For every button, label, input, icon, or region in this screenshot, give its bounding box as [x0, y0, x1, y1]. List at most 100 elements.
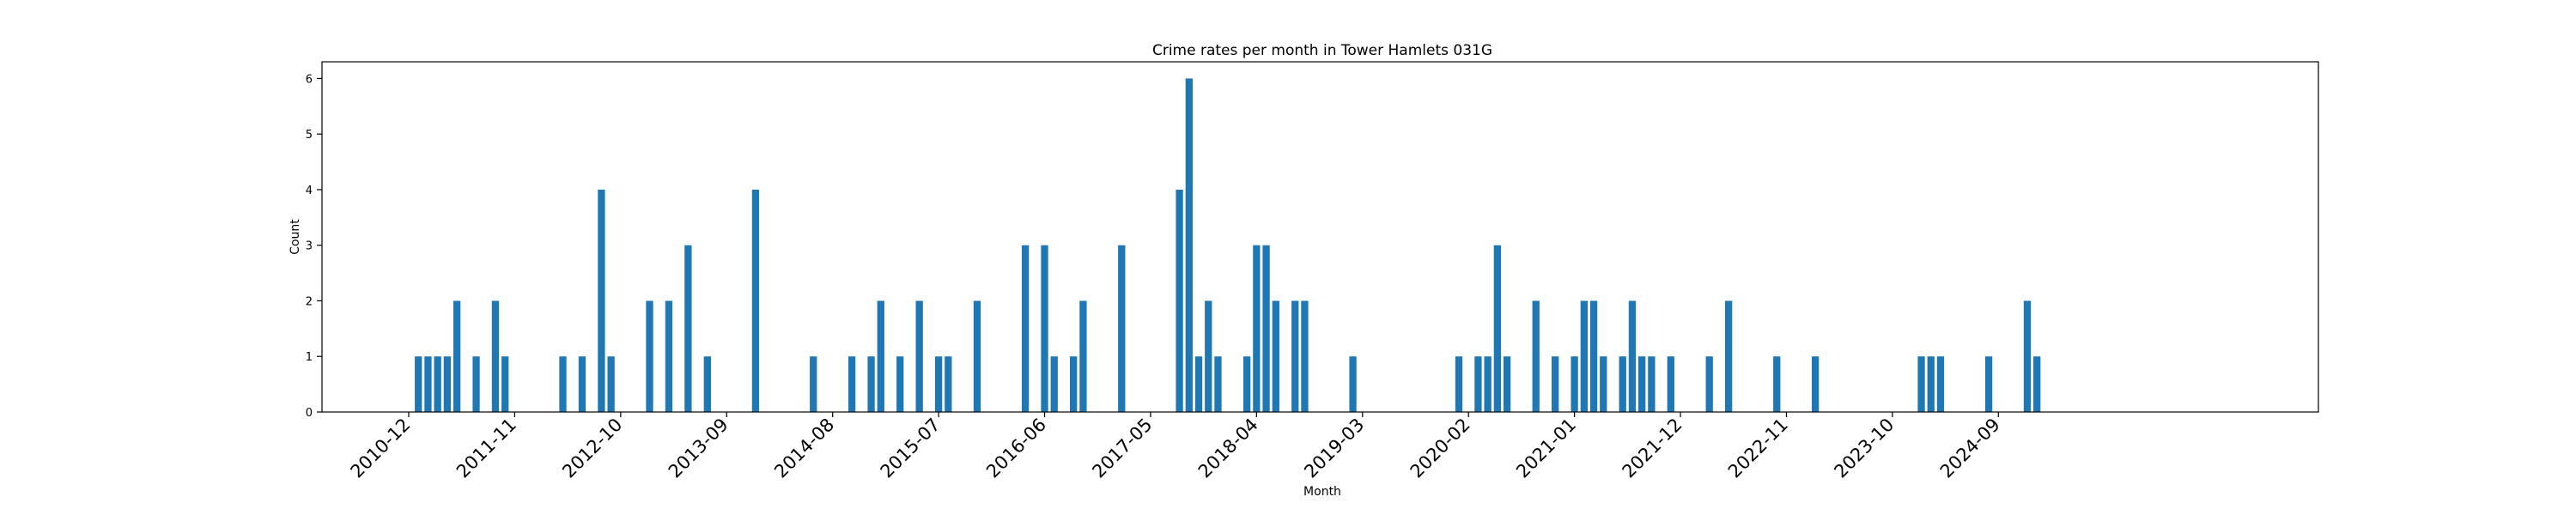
- y-tick-label: 4: [306, 185, 313, 197]
- bar: [1205, 300, 1212, 412]
- bar: [491, 300, 500, 412]
- bar: [1272, 300, 1279, 412]
- bar: [1648, 356, 1656, 412]
- bar: [607, 356, 615, 412]
- bar: [1021, 245, 1030, 412]
- x-tick-label: 2012-10: [558, 415, 626, 482]
- bar: [1580, 300, 1588, 412]
- bar: [1176, 189, 1183, 412]
- bar: [1041, 245, 1048, 412]
- bar: [578, 356, 586, 412]
- y-tick-label: 5: [306, 129, 313, 142]
- y-axis-label: Count: [289, 219, 302, 255]
- x-axis: 2010-12 2011-11 2012-10 2013-09 2014-08 2015-…: [347, 412, 2004, 482]
- x-tick-label: 2011-11: [453, 415, 520, 482]
- x-tick-label: 2017-05: [1088, 415, 1156, 482]
- bar: [1503, 356, 1511, 412]
- bar: [1628, 300, 1637, 412]
- bar: [1773, 356, 1781, 412]
- bar: [877, 300, 884, 412]
- bar: [1242, 356, 1251, 412]
- bar: [1185, 78, 1193, 413]
- bar: [1118, 245, 1126, 412]
- bars-group: [415, 78, 2041, 413]
- y-tick-label: 1: [306, 351, 313, 364]
- bar: [1493, 245, 1502, 412]
- bar: [1811, 356, 1820, 412]
- bar: [1589, 300, 1598, 412]
- bar: [1638, 356, 1646, 412]
- bar: [1936, 356, 1945, 412]
- bar: [751, 189, 760, 412]
- bar: [598, 189, 605, 412]
- bar: [1532, 300, 1540, 412]
- bar: [1301, 300, 1309, 412]
- bar: [501, 356, 509, 412]
- plot-frame: [321, 61, 2319, 413]
- bar: [2033, 356, 2041, 412]
- bar: [472, 356, 480, 412]
- bar: [1474, 356, 1482, 412]
- y-tick-label: 0: [306, 407, 313, 420]
- bar: [1667, 356, 1674, 412]
- x-tick-label: 2024-09: [1936, 415, 2004, 482]
- y-tick-label: 6: [306, 73, 313, 86]
- x-tick-label: 2021-12: [1619, 415, 1686, 482]
- bar: [665, 300, 673, 412]
- bar: [434, 356, 441, 412]
- bar: [915, 300, 923, 412]
- bar: [810, 356, 817, 412]
- x-tick-label: 2015-07: [877, 415, 945, 482]
- bar: [1705, 356, 1713, 412]
- y-tick-label: 3: [306, 240, 313, 253]
- bar: [848, 356, 856, 412]
- bar: [1194, 356, 1203, 412]
- bar: [1291, 300, 1299, 412]
- x-tick-label: 2016-06: [982, 415, 1050, 482]
- bar: [1552, 356, 1559, 412]
- bar: [2023, 300, 2032, 412]
- y-axis: 0 1 2 3 4 5 6: [306, 73, 322, 420]
- bar: [703, 356, 711, 412]
- bar: [1079, 300, 1087, 412]
- x-tick-label: 2021-01: [1512, 415, 1580, 482]
- x-tick-label: 2019-03: [1300, 415, 1368, 482]
- bar: [1917, 356, 1925, 412]
- x-tick-label: 2010-12: [347, 415, 415, 482]
- bar: [1571, 356, 1578, 412]
- bar: [896, 356, 904, 412]
- bar: [1070, 356, 1078, 412]
- bar: [1927, 356, 1935, 412]
- x-tick-label: 2022-11: [1724, 415, 1792, 482]
- bar: [1984, 356, 1993, 412]
- bar: [559, 356, 567, 412]
- bar: [424, 356, 432, 412]
- x-tick-label: 2014-08: [770, 415, 838, 482]
- bar: [867, 356, 875, 412]
- bar: [443, 356, 452, 412]
- bar: [1455, 356, 1463, 412]
- x-tick-label: 2013-09: [665, 415, 732, 482]
- x-axis-label: Month: [1303, 485, 1341, 499]
- x-tick-label: 2023-10: [1830, 415, 1898, 482]
- bar: [1600, 356, 1607, 412]
- bar: [1262, 245, 1270, 412]
- bar: [1619, 356, 1626, 412]
- bar: [1484, 356, 1492, 412]
- bar: [1253, 245, 1261, 412]
- x-tick-label: 2018-04: [1194, 415, 1262, 482]
- bar: [646, 300, 653, 412]
- chart-title: Crime rates per month in Tower Hamlets 0…: [1152, 42, 1492, 59]
- bar: [934, 356, 943, 412]
- bar: [415, 356, 422, 412]
- bar: [1724, 300, 1733, 412]
- bar: [684, 245, 692, 412]
- bar: [453, 300, 461, 412]
- bar: [1050, 356, 1058, 412]
- x-tick-label: 2020-02: [1406, 415, 1474, 482]
- bar: [973, 300, 981, 412]
- bar: [1214, 356, 1222, 412]
- y-tick-label: 2: [306, 295, 313, 308]
- bar: [1349, 356, 1357, 412]
